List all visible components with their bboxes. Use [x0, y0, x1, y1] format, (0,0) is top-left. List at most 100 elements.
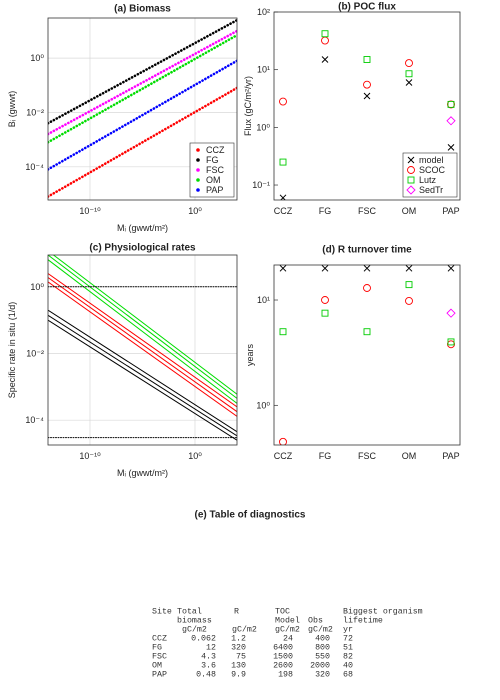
series-line — [52, 255, 237, 395]
series-line — [48, 314, 237, 437]
x-tick-label: FSC — [358, 206, 377, 216]
y-tick-label: 10¹ — [257, 295, 270, 305]
table-cell: 198 — [278, 671, 293, 680]
marker-x — [447, 143, 455, 151]
table-cell: 2600 — [273, 662, 293, 671]
legend-label: FSC — [206, 165, 225, 175]
y-tick-label: 10⁰ — [30, 53, 44, 63]
legend-label: Lutz — [419, 175, 437, 185]
x-tick-label: 10⁻¹⁰ — [79, 206, 101, 216]
x-axis-label: Mᵢ (gwwt/m²) — [117, 468, 168, 478]
legend-marker — [407, 156, 415, 164]
marker-square — [405, 281, 413, 289]
marker-circle — [321, 296, 329, 304]
series-line — [48, 281, 237, 417]
series-line — [48, 18, 237, 125]
y-axis-label: years — [245, 344, 255, 367]
marker-x — [321, 56, 329, 63]
table-cell: 82 — [343, 653, 353, 662]
marker-square — [405, 70, 413, 78]
marker-square — [279, 158, 287, 166]
table-cell: 51 — [343, 644, 353, 653]
legend-label: SedTr — [419, 185, 443, 195]
marker-square — [447, 100, 455, 108]
table-cell: 68 — [343, 671, 353, 680]
table-cell: FSC — [152, 653, 167, 662]
table-cell: 0.062 — [191, 635, 216, 644]
series-line — [48, 33, 237, 144]
table-cell: 40 — [343, 662, 353, 671]
x-tick-label: OM — [402, 206, 417, 216]
table-cell: 12 — [206, 644, 216, 653]
table-cell: CCZ — [152, 635, 167, 644]
marker-circle — [447, 340, 455, 349]
y-tick-label: 10⁰ — [256, 400, 270, 410]
axes-frame — [47, 17, 238, 201]
data-layer — [279, 265, 456, 445]
series-line — [48, 59, 237, 171]
series-line — [48, 319, 237, 441]
table-cell: PAP — [152, 671, 167, 680]
x-tick-label: OM — [402, 451, 417, 461]
marker-x — [405, 79, 413, 86]
marker-diamond — [446, 116, 456, 126]
table-cell: 1.2 — [231, 635, 246, 644]
legend-label: FG — [206, 155, 219, 165]
table-cell: 9.9 — [231, 671, 246, 680]
marker-circle — [405, 59, 413, 68]
marker-square — [363, 56, 371, 63]
plot-area — [48, 255, 237, 445]
y-tick-label: 10² — [257, 7, 270, 17]
table-cell: 75 — [236, 653, 246, 662]
x-tick-label: FG — [319, 206, 332, 216]
axes-frame — [273, 11, 461, 201]
series-line — [48, 255, 237, 399]
legend-marker — [196, 188, 200, 192]
x-tick-label: 10⁻¹⁰ — [79, 451, 101, 461]
panel-title: (d) R turnover time — [322, 245, 412, 256]
plot-area — [274, 265, 460, 445]
table-header: biomass — [177, 616, 212, 626]
table-cell: 0.48 — [196, 671, 216, 680]
table-cell: 130 — [231, 662, 246, 671]
legend-marker — [407, 176, 415, 184]
marker-x — [363, 92, 371, 100]
y-tick-label: 10⁻² — [26, 107, 44, 117]
table-title: (e) Table of diagnostics — [195, 510, 306, 521]
marker-square — [321, 30, 329, 38]
y-tick-label: 10¹ — [257, 65, 270, 75]
y-tick-label: 10⁰ — [30, 282, 44, 292]
x-tick-label: FG — [319, 451, 332, 461]
legend-label: OM — [206, 175, 221, 185]
table-cell: 6400 — [273, 644, 293, 653]
table-cell: OM — [152, 662, 162, 671]
marker-circle — [363, 80, 371, 89]
panel-title: (c) Physiological rates — [89, 243, 196, 254]
table-cell: 72 — [343, 635, 353, 644]
table-cell: 400 — [315, 635, 330, 644]
y-axis-label: Flux (gC/m²/yr) — [243, 76, 253, 136]
series-line — [48, 309, 237, 433]
x-tick-label: FSC — [358, 451, 377, 461]
table-cell: 2000 — [310, 662, 330, 671]
table-header: Obs — [308, 616, 323, 626]
x-tick-label: 10⁰ — [188, 206, 202, 216]
series-line — [48, 29, 237, 136]
x-axis-label: Mᵢ (gwwt/m²) — [117, 223, 168, 233]
legend-marker — [196, 148, 200, 152]
series-line — [48, 273, 237, 408]
x-tick-label: PAP — [442, 451, 459, 461]
marker-circle — [447, 100, 455, 109]
x-tick-label: CCZ — [274, 206, 293, 216]
legend-label: PAP — [206, 185, 223, 195]
data-layer — [48, 18, 237, 198]
table-cell: FG — [152, 644, 162, 653]
series-line — [48, 259, 237, 404]
marker-x — [447, 265, 455, 272]
legend-marker — [406, 185, 416, 195]
data-layer — [48, 255, 237, 441]
y-tick-label: 10⁻⁴ — [25, 415, 44, 425]
x-tick-label: PAP — [442, 206, 459, 216]
marker-x — [279, 265, 287, 272]
panel-title: (a) Biomass — [114, 4, 171, 15]
